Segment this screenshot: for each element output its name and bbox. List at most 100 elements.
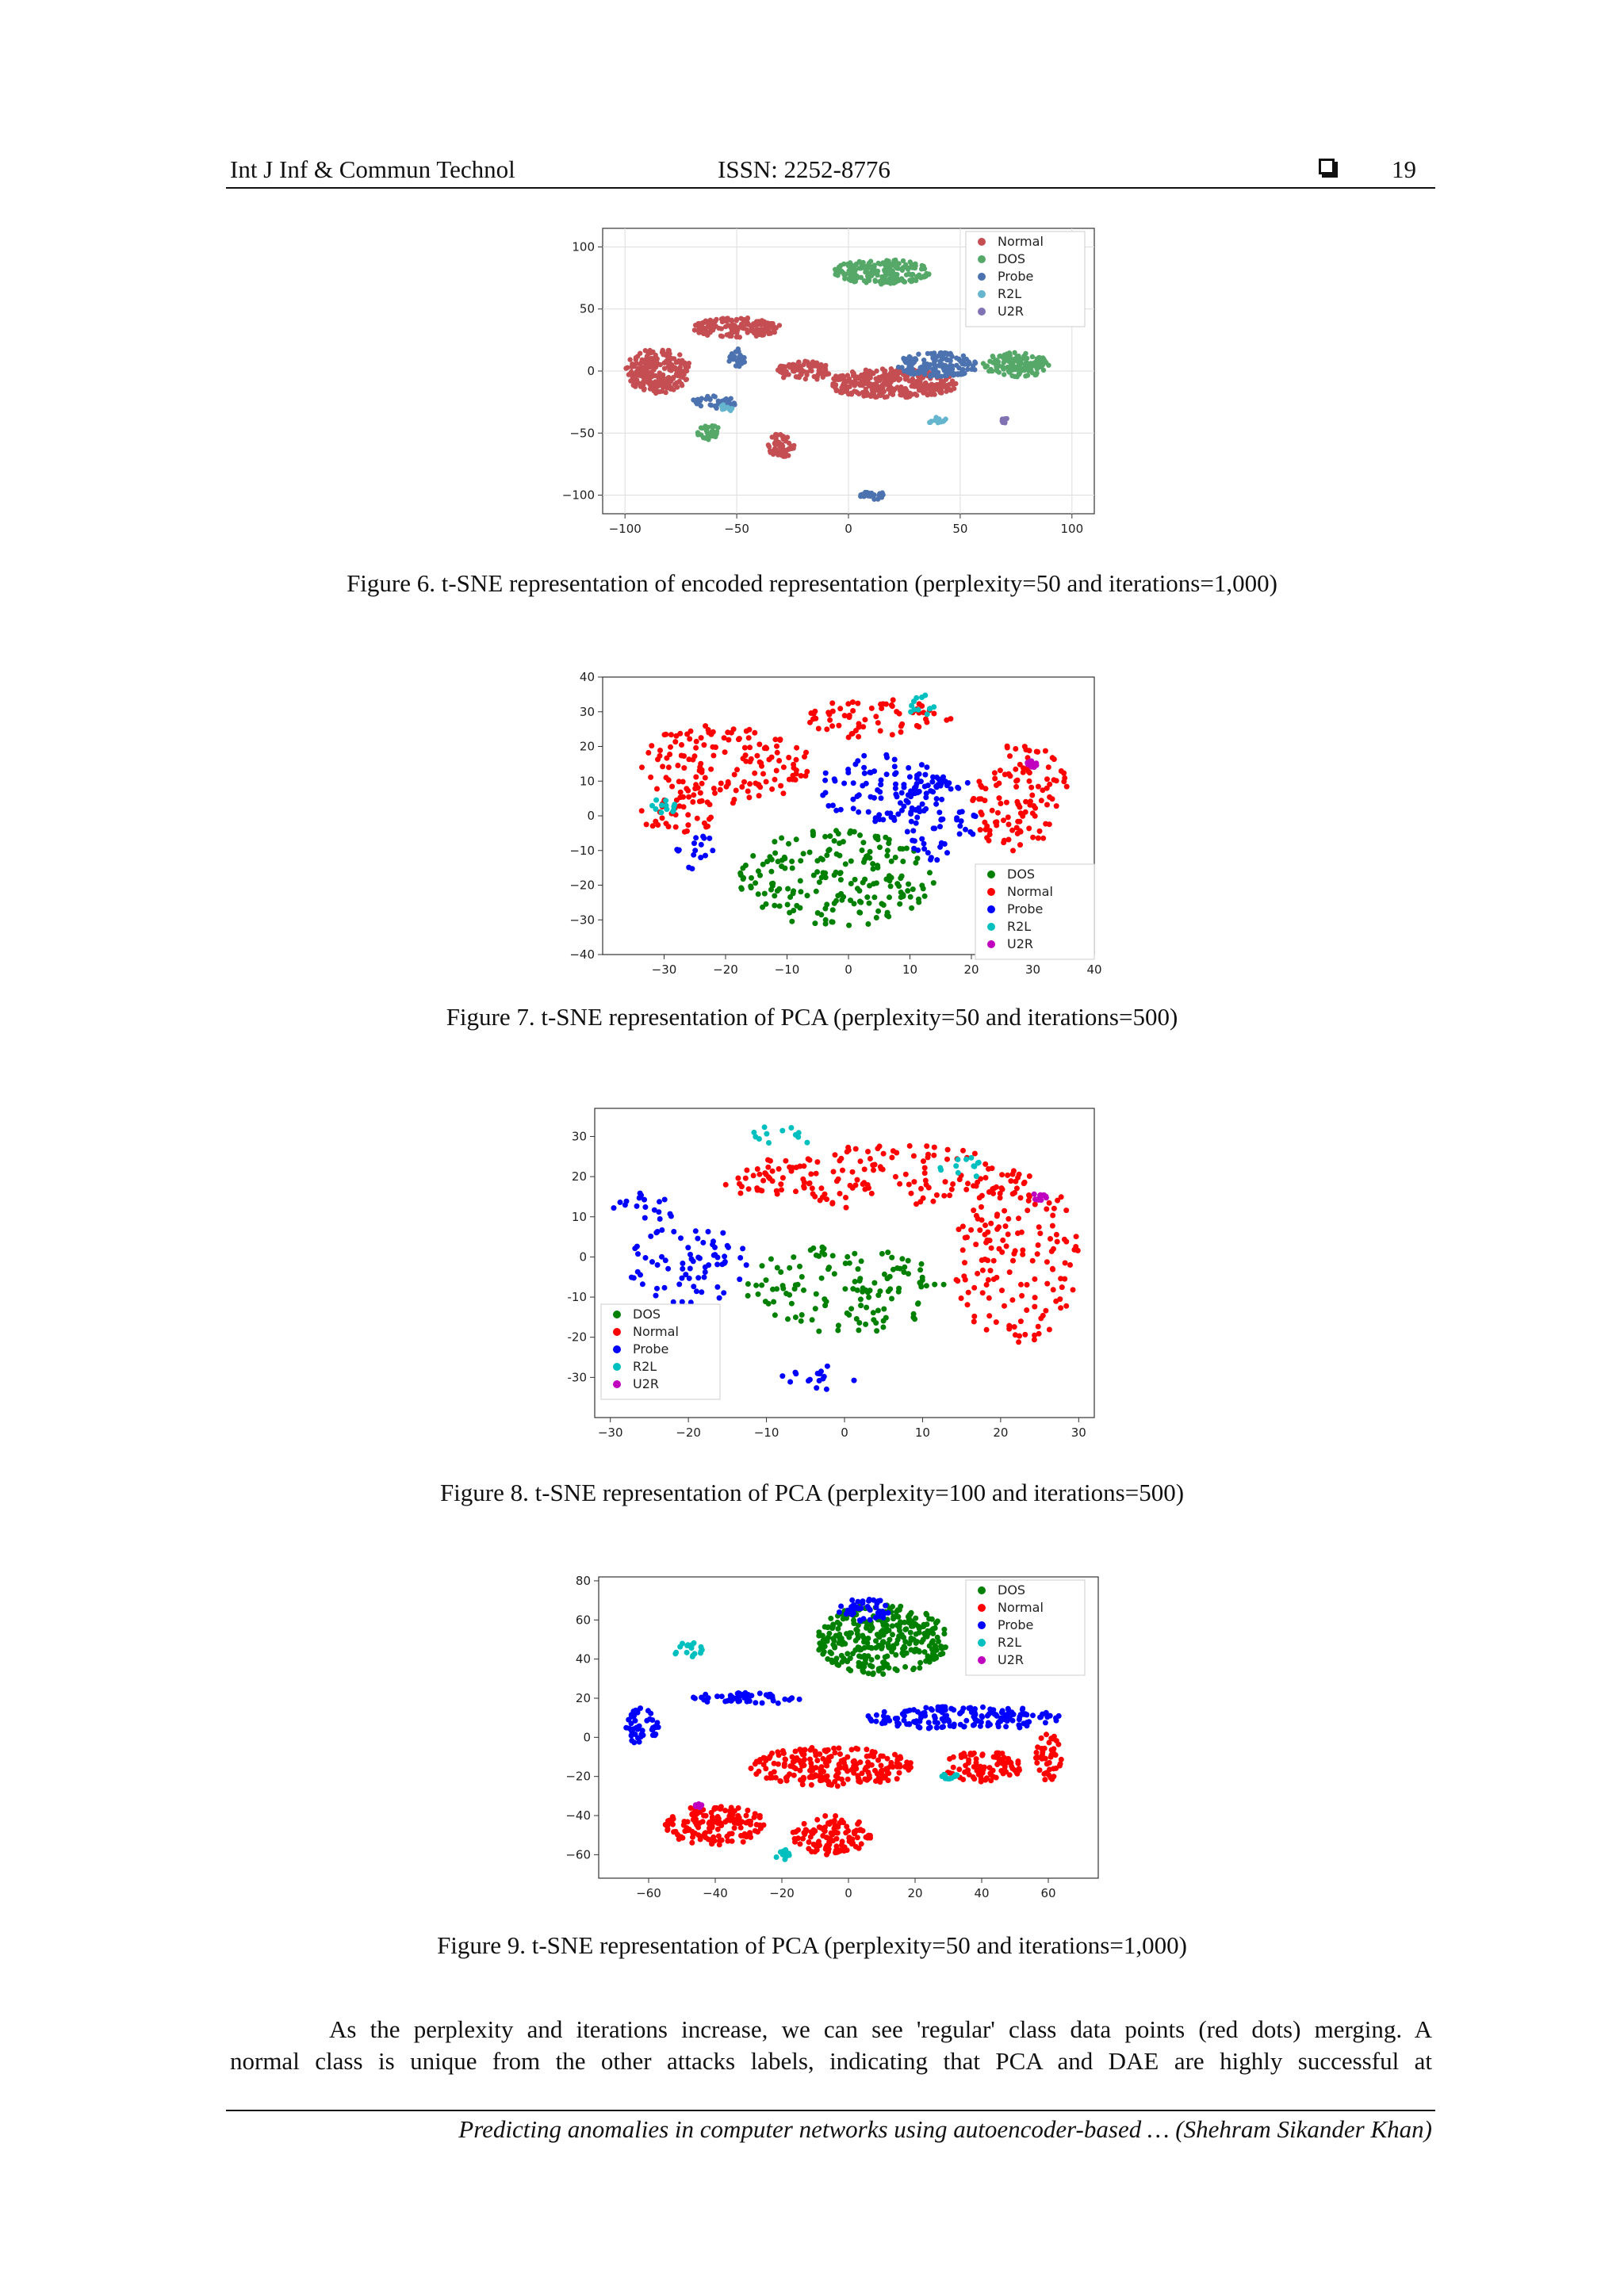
data-point [986, 832, 993, 837]
data-point [860, 1668, 866, 1674]
data-point [771, 1760, 777, 1766]
data-point [846, 1260, 852, 1266]
y-tick-label: -20 [568, 1330, 588, 1345]
data-point [906, 1181, 912, 1188]
data-point [873, 376, 879, 381]
data-point [916, 380, 921, 386]
data-point [774, 888, 780, 894]
data-point [865, 1149, 871, 1154]
data-point [997, 1190, 1003, 1196]
data-point [915, 706, 921, 713]
data-point [978, 783, 984, 789]
data-point [662, 1822, 668, 1827]
data-point [889, 1154, 895, 1161]
data-point [848, 1667, 854, 1674]
data-point [843, 1830, 849, 1836]
data-point [874, 388, 880, 393]
data-point [729, 318, 735, 324]
data-point [779, 1127, 786, 1134]
data-point [1034, 370, 1040, 376]
data-point [1013, 746, 1019, 752]
data-point [856, 723, 863, 729]
data-point [856, 1827, 863, 1833]
data-point [634, 361, 640, 366]
data-point [782, 855, 788, 862]
data-point [955, 371, 961, 377]
data-point [846, 922, 852, 928]
data-point [694, 815, 700, 821]
data-point [672, 365, 678, 370]
x-tick-label: −10 [775, 962, 800, 977]
data-point [923, 1283, 929, 1289]
data-point [856, 733, 862, 740]
data-point [965, 1767, 971, 1774]
data-point [825, 848, 832, 854]
data-point [819, 1244, 825, 1250]
data-point [857, 1296, 864, 1303]
data-point [871, 496, 877, 502]
data-point [814, 1816, 821, 1823]
data-point [1016, 1171, 1022, 1177]
data-point [871, 263, 877, 270]
data-point [1010, 358, 1016, 364]
data-point [1026, 825, 1032, 832]
x-tick-label: 10 [902, 962, 917, 977]
data-point [876, 1143, 883, 1150]
data-point [737, 1824, 744, 1831]
data-point [643, 821, 649, 828]
data-point [868, 381, 874, 387]
data-point [986, 1238, 993, 1244]
data-point [833, 851, 840, 857]
data-point [916, 701, 922, 707]
data-point [871, 894, 878, 901]
data-point [710, 752, 717, 759]
data-point [921, 1165, 928, 1171]
data-point [1071, 1246, 1078, 1253]
x-tick-label: −30 [598, 1425, 623, 1440]
data-point [662, 1257, 668, 1264]
data-point [967, 828, 974, 835]
data-point [834, 1619, 841, 1625]
legend-marker [987, 888, 995, 896]
data-point [932, 1625, 938, 1631]
data-point [1001, 1755, 1007, 1761]
data-point [873, 835, 879, 841]
data-point [638, 808, 645, 814]
data-point [783, 1756, 788, 1762]
data-point [617, 1200, 623, 1205]
data-point [783, 1777, 790, 1784]
data-point [884, 1653, 891, 1659]
data-point [787, 894, 794, 900]
data-point [848, 1306, 855, 1312]
data-point [785, 1316, 791, 1322]
data-point [944, 1156, 950, 1162]
data-point [1035, 1323, 1041, 1330]
data-point [807, 1767, 813, 1774]
data-point [856, 909, 863, 916]
data-point [1062, 775, 1068, 781]
data-point [659, 1227, 665, 1233]
data-point [816, 1378, 822, 1383]
data-point [1043, 1307, 1049, 1314]
data-point [856, 1659, 862, 1666]
data-point [860, 1635, 867, 1641]
data-point [771, 325, 776, 331]
data-point [623, 1198, 630, 1204]
data-point [1038, 1315, 1044, 1322]
data-point [845, 1253, 851, 1260]
data-point [819, 856, 825, 863]
data-point [832, 1822, 838, 1828]
data-point [864, 1747, 870, 1753]
data-point [831, 872, 837, 878]
data-point [681, 765, 688, 771]
data-point [797, 363, 802, 369]
data-point [733, 363, 739, 369]
data-point [1049, 1265, 1055, 1272]
data-point [659, 381, 665, 386]
data-point [895, 1613, 902, 1620]
data-point [1053, 1717, 1059, 1724]
data-point [660, 347, 665, 353]
data-point [813, 1170, 819, 1177]
data-point [701, 820, 707, 826]
data-point [926, 1616, 933, 1622]
